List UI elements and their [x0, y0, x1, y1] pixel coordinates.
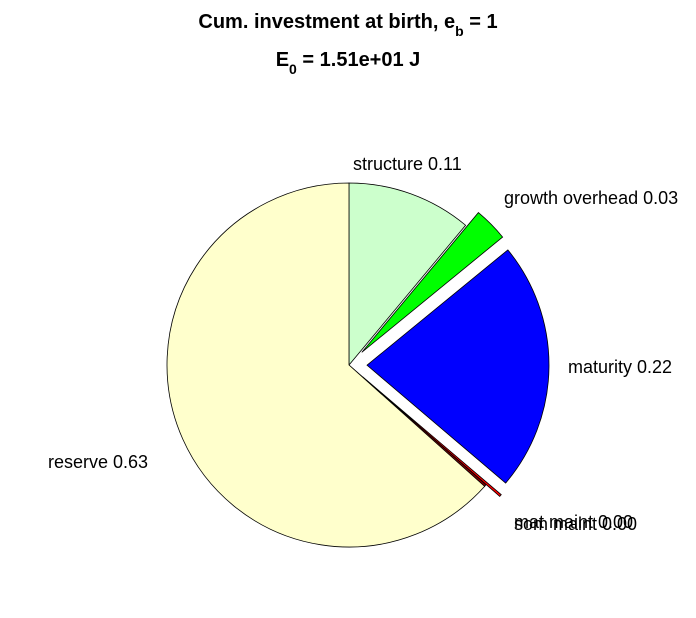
pie-slices	[166, 182, 550, 548]
pie-slice-structure	[348, 182, 467, 367]
pie-labels: structure 0.11 growth overhead 0.03 maturi…	[48, 154, 678, 534]
pie-slice-growth-overhead	[361, 212, 504, 353]
chart-title: Cum. investment at birth, eb = 1 E0 = 1.…	[198, 11, 497, 77]
pie-label-structure: structure 0.11	[353, 154, 462, 174]
pie-label-som-maint: som maint 0.00	[514, 514, 637, 534]
pie-label-reserve: reserve 0.63	[48, 452, 148, 472]
pie-slice-maturity	[366, 249, 550, 484]
chart-title-line2: E0 = 1.51e+01 J	[276, 49, 421, 77]
chart-title-line1: Cum. investment at birth, eb = 1	[198, 11, 497, 39]
pie-label-growth-overhead: growth overhead 0.03	[504, 188, 678, 208]
pie-label-maturity: maturity 0.22	[568, 357, 672, 377]
pie-slice-reserve	[166, 182, 486, 548]
pie-label-mat-maint: mat maint 0.00	[514, 512, 633, 532]
